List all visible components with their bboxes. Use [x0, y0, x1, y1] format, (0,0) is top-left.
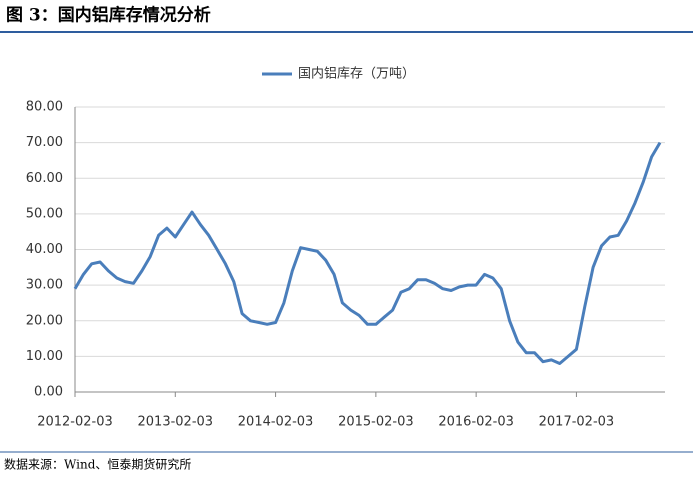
y-tick-label: 80.00 [26, 100, 63, 115]
x-tick-label: 2017-02-03 [539, 415, 615, 430]
x-tick-label: 2012-02-03 [37, 415, 113, 430]
x-tick-label: 2016-02-03 [438, 415, 514, 430]
x-tick-label: 2014-02-03 [238, 415, 314, 430]
data-line [73, 141, 662, 365]
y-tick-label: 50.00 [26, 206, 63, 221]
x-tick-label: 2013-02-03 [138, 415, 214, 430]
y-tick-label: 10.00 [26, 349, 63, 364]
y-tick-label: 40.00 [26, 242, 63, 257]
x-tick-label: 2015-02-03 [338, 415, 414, 430]
legend-label: 国内铝库存（万吨） [298, 66, 415, 82]
source-note: 数据来源：Wind、恒泰期货研究所 [4, 457, 191, 472]
y-tick-label: 30.00 [26, 278, 63, 293]
y-tick-label: 20.00 [26, 313, 63, 328]
y-tick-label: 0.00 [34, 385, 63, 400]
chart-title: 图 3：国内铝库存情况分析 [6, 5, 211, 26]
y-tick-label: 60.00 [26, 171, 63, 186]
y-tick-label: 70.00 [26, 135, 63, 150]
